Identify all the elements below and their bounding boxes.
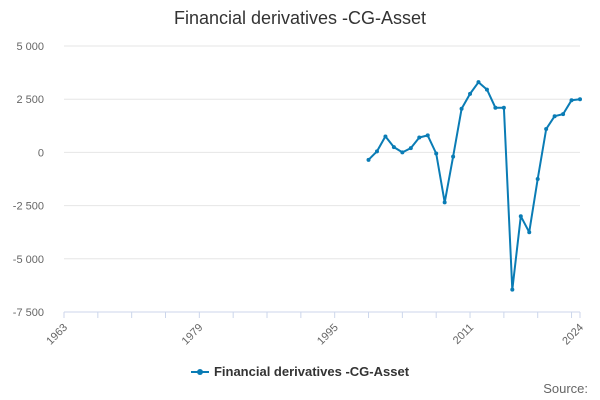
data-point [501, 105, 506, 110]
data-point [417, 135, 422, 140]
data-point [400, 150, 405, 155]
y-tick-label: 2 500 [16, 94, 44, 106]
data-point [425, 133, 430, 138]
gridlines [64, 45, 580, 260]
data-point [383, 134, 388, 139]
data-point [569, 98, 574, 103]
data-point [518, 214, 523, 219]
y-tick-label: -2 500 [13, 201, 44, 213]
data-point [535, 177, 540, 181]
y-tick-label: 5 000 [16, 41, 44, 53]
data-point [552, 114, 557, 119]
y-tick-label: -7 500 [13, 307, 44, 319]
data-point [578, 97, 582, 102]
legend-marker-icon [190, 367, 209, 377]
legend-label: Financial derivatives -CG-Asset [213, 364, 410, 379]
x-tick-label: 1995 [315, 322, 341, 348]
data-point [459, 106, 464, 111]
data-point [434, 151, 439, 156]
series-financial-derivatives [366, 80, 582, 292]
data-point [476, 80, 481, 85]
y-tick-label: 0 [38, 147, 44, 159]
data-point [484, 87, 489, 92]
x-axis: 1963 1979 1995 2011 2024 [44, 311, 586, 348]
data-point [451, 154, 456, 159]
data-point [374, 149, 379, 154]
chart-title: Financial derivatives -CG-Asset [173, 8, 427, 28]
x-tick-label: 1979 [180, 322, 206, 348]
data-point [408, 146, 413, 151]
x-tick-label: 2011 [451, 322, 476, 347]
data-point [391, 145, 396, 150]
data-point [366, 157, 371, 162]
source-label: Source: [543, 381, 588, 396]
data-point [468, 91, 473, 96]
legend[interactable]: Financial derivatives -CG-Asset [0, 364, 600, 379]
data-point [510, 287, 515, 292]
data-point [442, 200, 447, 205]
data-point [493, 105, 498, 110]
data-point [544, 126, 549, 131]
y-axis: 5 000 2 500 0 -2 500 -5 000 -7 500 [13, 41, 44, 319]
x-tick-label: 1963 [44, 322, 70, 348]
data-point [527, 230, 532, 235]
y-tick-label: -5 000 [13, 254, 44, 266]
x-tick-label: 2024 [560, 322, 586, 348]
data-point [561, 112, 566, 117]
